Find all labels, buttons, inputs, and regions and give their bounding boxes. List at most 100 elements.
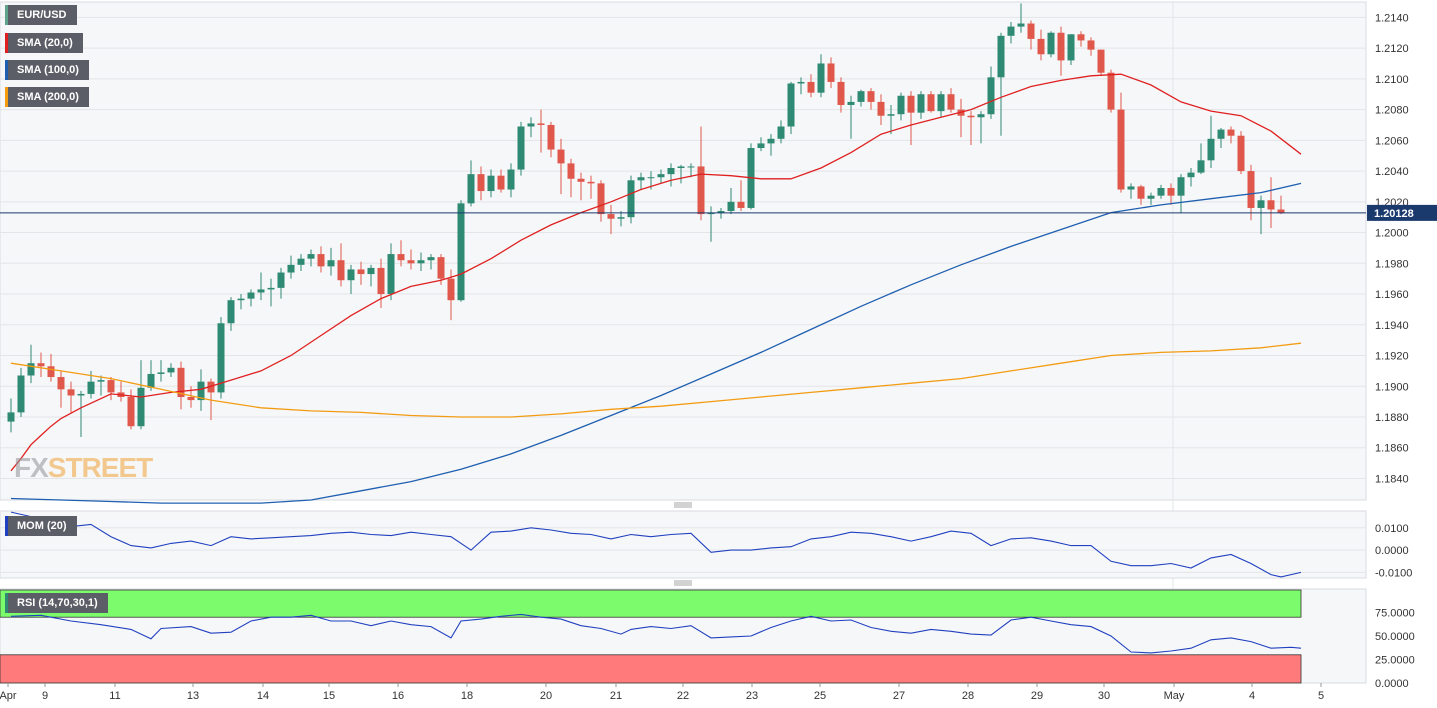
candle [407,249,415,270]
candle-body [637,177,645,181]
candle [1067,34,1075,66]
candle [227,297,235,331]
candle-body [537,123,545,125]
candle-body [1127,186,1135,190]
candle [367,264,375,287]
candle [447,269,455,321]
candle-body [727,201,735,212]
candle-body [987,77,995,115]
sma20-tag[interactable]: SMA (20,0) [5,33,83,53]
candle [477,166,485,201]
x-tick-label: 22 [677,690,689,702]
panel-separators[interactable] [674,502,692,586]
candle [37,352,45,378]
candle-body [597,183,605,215]
x-tick-label: 20 [540,690,552,702]
candle [847,95,855,139]
candle-body [27,363,35,376]
candle-body [1067,34,1075,61]
rsi-line [10,613,1302,654]
candle-body [567,163,575,179]
x-tick-label: 25 [814,690,826,702]
candle [727,187,735,215]
candle [297,254,305,271]
sma100-tag[interactable]: SMA (100,0) [5,60,89,80]
candle-body [1227,129,1235,136]
candle [1257,195,1265,235]
rsi-tick-label: 25.0000 [1375,655,1415,667]
candle [7,398,15,433]
candle [907,91,915,145]
candle [737,180,745,212]
candle [377,258,385,308]
candle [1217,128,1225,149]
candle [887,104,895,135]
candle [617,211,625,227]
x-tick-label: 30 [1098,690,1110,702]
candle-body [717,211,725,213]
candle-body [167,367,175,373]
candle-body [37,363,45,367]
candle [267,278,275,307]
rsi-tick-label: 75.0000 [1375,608,1415,620]
candle-body [857,91,865,102]
candle-body [227,300,235,324]
candle [67,381,75,413]
x-tick-label: 29 [1031,690,1043,702]
mom-line [10,511,1302,578]
x-tick-label: 11 [109,690,120,702]
candle-body [207,381,215,393]
candle-body [867,91,875,102]
candle [467,160,475,207]
candle-body [347,269,355,281]
candle [937,91,945,118]
candle-body [47,366,55,378]
candle [777,120,785,144]
x-tick-label: 16 [392,690,404,702]
candle-body [907,95,915,113]
candle-body [397,254,405,261]
candle [1087,37,1095,56]
candle [677,164,685,184]
candle [507,163,515,198]
candle-body [237,298,245,301]
candle [457,200,465,302]
candle-body [517,126,525,170]
mom-plot-area [0,510,1367,579]
rsi-tick-label: 0.0000 [1375,678,1409,690]
sma200-line [10,342,1302,418]
candle-body [917,94,925,113]
mom-tag[interactable]: MOM (20) [5,516,77,536]
candle [197,369,205,411]
candle [137,360,145,430]
rsi-oversold-zone [0,654,1302,684]
candle [167,363,175,378]
candle [17,367,25,417]
candle [837,77,845,113]
candle-body [1247,171,1255,208]
mom-tick-label: 0.0100 [1375,523,1409,535]
x-tick-label: Apr [0,690,17,702]
candle-body [557,149,565,164]
candle [1047,31,1055,58]
candle [1117,92,1125,193]
candle [767,134,775,156]
candle [747,143,755,210]
candle-body [147,373,155,388]
candle [1147,192,1155,205]
symbol-tag[interactable]: EUR/USD [5,5,77,25]
rsi-tag[interactable]: RSI (14,70,30,1) [5,593,108,613]
candle-body [357,269,365,275]
candle [1197,143,1205,175]
sma200-tag[interactable]: SMA (200,0) [5,87,89,107]
candle [207,378,215,421]
candle [637,172,645,190]
candle [1277,195,1285,215]
rsi-panel: 75.0000 50.0000 25.0000 0.0000 [0,588,1415,690]
candle-body [897,95,905,115]
candle-body [157,372,165,374]
candle-body [507,169,515,190]
candle [1157,184,1165,199]
candle [287,255,295,279]
candle-body [487,175,495,192]
